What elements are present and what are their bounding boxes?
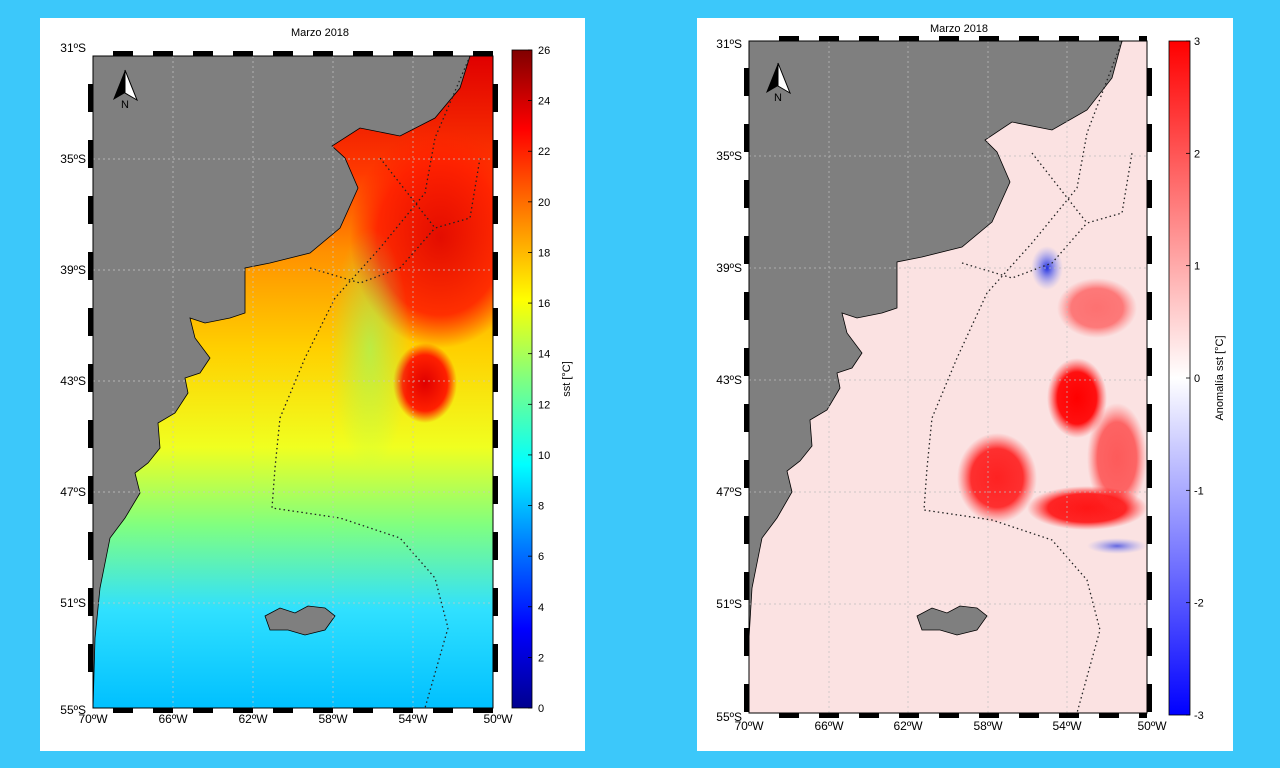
lon-label: 50ºW xyxy=(1137,719,1167,733)
lat-label: 35ºS xyxy=(716,149,742,163)
map-frame xyxy=(744,36,1152,718)
lon-label: 62ºW xyxy=(893,719,923,733)
lat-label: 43ºS xyxy=(716,373,742,387)
sst-map-panel: Marzo 2018 xyxy=(40,18,585,751)
colorbar-tick-label: 16 xyxy=(538,298,550,310)
lat-label: 43ºS xyxy=(60,374,86,388)
colorbar-tick-label: 14 xyxy=(538,349,550,361)
lon-label: 70ºW xyxy=(78,712,108,726)
colorbar-tick-label: 0 xyxy=(538,703,544,715)
lat-label: 31ºS xyxy=(60,41,86,55)
grid-lines xyxy=(749,41,1147,713)
colorbar-tick-label: 2 xyxy=(1194,148,1200,160)
lat-label: 55ºS xyxy=(716,710,742,724)
map-title: Marzo 2018 xyxy=(291,27,349,39)
colorbar-label: sst [°C] xyxy=(561,361,573,397)
lon-label: 54ºW xyxy=(1052,719,1082,733)
colorbar-tick-label: -2 xyxy=(1194,598,1204,610)
north-arrow-icon: N xyxy=(113,69,139,111)
lon-label: 50ºW xyxy=(483,712,513,726)
colorbar-tick-label: 2 xyxy=(538,652,544,664)
map-frame xyxy=(88,51,498,713)
colorbar-tick-label: 8 xyxy=(538,501,544,513)
lon-label: 58ºW xyxy=(973,719,1003,733)
north-arrow-icon: N xyxy=(766,62,792,104)
lat-label: 47ºS xyxy=(716,485,742,499)
lon-label: 70ºW xyxy=(734,719,764,733)
svg-text:N: N xyxy=(121,99,129,111)
sst-map-svg: Marzo 2018 xyxy=(60,27,573,726)
latitude-labels: 31ºS 35ºS 39ºS 43ºS 47ºS 51ºS 55ºS xyxy=(60,41,86,717)
colorbar-tick-label: 10 xyxy=(538,450,550,462)
sst-field xyxy=(93,56,493,708)
lat-label: 39ºS xyxy=(716,261,742,275)
longitude-labels: 70ºW 66ºW 62ºW 58ºW 54ºW 50ºW xyxy=(734,719,1167,733)
land-mass xyxy=(749,41,1123,713)
colorbar-tick-label: 3 xyxy=(1194,36,1200,48)
lon-label: 66ºW xyxy=(814,719,844,733)
colorbar-label: Anomalía sst [°C] xyxy=(1214,335,1226,420)
colorbar-tick-label: 18 xyxy=(538,247,550,259)
colorbar-tick-label: 6 xyxy=(538,551,544,563)
latitude-labels: 31ºS 35ºS 39ºS 43ºS 47ºS 51ºS 55ºS xyxy=(716,37,742,724)
lon-label: 54ºW xyxy=(398,712,428,726)
colorbar-tick-label: 20 xyxy=(538,197,550,209)
colorbar-tick-label: 4 xyxy=(538,602,544,614)
lat-label: 47ºS xyxy=(60,485,86,499)
anomaly-field xyxy=(749,41,1147,713)
svg-text:N: N xyxy=(774,92,782,104)
longitude-labels: 70ºW 66ºW 62ºW 58ºW 54ºW 50ºW xyxy=(78,712,513,726)
lon-label: 66ºW xyxy=(158,712,188,726)
colorbar-tick-label: -1 xyxy=(1194,485,1204,497)
lat-label: 51ºS xyxy=(60,596,86,610)
lat-label: 35ºS xyxy=(60,152,86,166)
colorbar-tick-label: 1 xyxy=(1194,261,1200,273)
colorbar-tick-label: 26 xyxy=(538,45,550,57)
anomaly-map-panel: Marzo 2018 xyxy=(697,18,1233,751)
map-title: Marzo 2018 xyxy=(930,23,988,35)
anomaly-map-svg: Marzo 2018 xyxy=(716,23,1226,733)
falkland-islands xyxy=(264,605,336,636)
lat-label: 55ºS xyxy=(60,703,86,717)
colorbar-tick-label: 24 xyxy=(538,96,550,108)
lon-label: 62ºW xyxy=(238,712,268,726)
colorbar-tick-label: 22 xyxy=(538,146,550,158)
colorbar-tick-label: 12 xyxy=(538,399,550,411)
colorbar-tick-label: -3 xyxy=(1194,710,1204,722)
lat-label: 31ºS xyxy=(716,37,742,51)
lat-label: 51ºS xyxy=(716,597,742,611)
land-mass xyxy=(93,56,471,708)
colorbar: -3 -2 -1 0 1 2 3 Anomalía sst [°C] xyxy=(1168,36,1226,722)
lat-label: 39ºS xyxy=(60,263,86,277)
lon-label: 58ºW xyxy=(318,712,348,726)
grid-lines xyxy=(93,56,493,708)
falkland-islands xyxy=(916,605,988,636)
eez-boundary xyxy=(923,41,1133,713)
colorbar-tick-label: 0 xyxy=(1194,373,1200,385)
colorbar-ticks: -3 -2 -1 0 1 2 3 xyxy=(1186,36,1204,722)
